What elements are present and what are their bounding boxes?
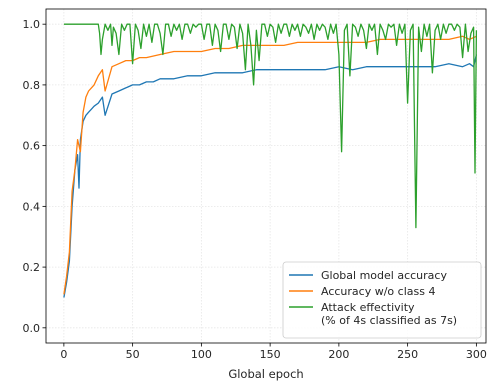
legend-label-2: Accuracy w/o class 4	[321, 285, 435, 298]
series-line-3	[63, 23, 478, 229]
plot-frame	[45, 8, 487, 344]
y-tick-label: 0.4	[23, 200, 41, 213]
x-tick-label: 150	[260, 348, 281, 361]
legend: Global model accuracy Accuracy w/o class …	[282, 261, 482, 339]
series-line-2	[63, 35, 477, 295]
legend-label-3: Attack effectivity (% of 4s classified as…	[321, 301, 457, 327]
axis-ticks: 0 50 100 150 200 250 300 0.0 0.2 0.4 0.6 0.8 1.0	[23, 18, 487, 361]
y-tick-label: 0.8	[23, 79, 41, 92]
x-tick-label: 50	[126, 348, 140, 361]
x-tick-label: 300	[466, 348, 487, 361]
legend-box	[282, 261, 482, 339]
x-tick-label: 200	[328, 348, 349, 361]
y-tick-label: 1.0	[23, 18, 41, 31]
x-tick-label: 100	[191, 348, 212, 361]
y-tick-label: 0.0	[23, 322, 41, 335]
legend-label-1: Global model accuracy	[321, 269, 447, 282]
series-line-1	[63, 54, 478, 298]
x-tick-label: 250	[397, 348, 418, 361]
x-tick-label: 0	[60, 348, 67, 361]
y-tick-label: 0.2	[23, 261, 41, 274]
series-lines	[63, 23, 478, 298]
x-axis-label: Global epoch	[228, 367, 303, 381]
y-tick-label: 0.6	[23, 140, 41, 153]
